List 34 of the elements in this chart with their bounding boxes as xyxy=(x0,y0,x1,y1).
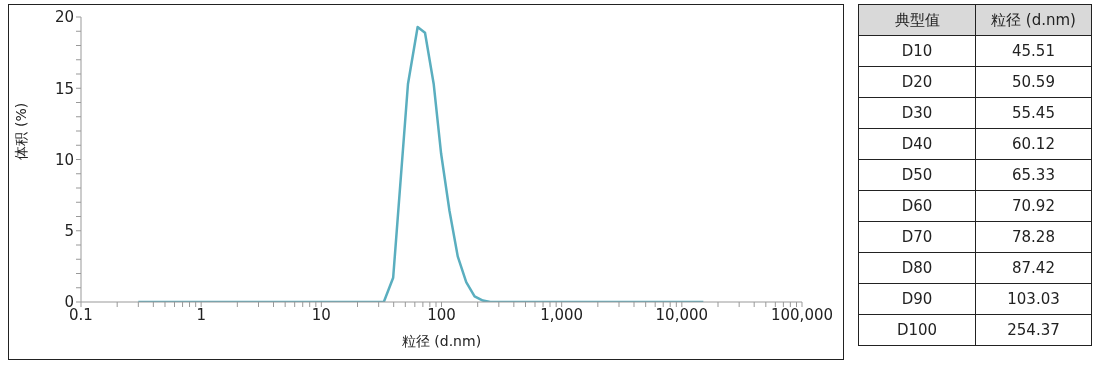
x-axis-title: 粒径 (d.nm) xyxy=(401,333,482,349)
category-label: D80 xyxy=(858,252,976,284)
category-label: D70 xyxy=(858,221,976,253)
text: 典型值 xyxy=(858,4,976,36)
y-tick-label: 20 xyxy=(54,8,74,27)
y-tick-label: 5 xyxy=(64,222,74,241)
category-label: D60 xyxy=(858,190,976,222)
data-label: 60.12 xyxy=(975,128,1092,160)
data-label: 55.45 xyxy=(975,97,1092,129)
data-label: 65.33 xyxy=(975,159,1092,191)
x-tick-label: 10,000 xyxy=(655,305,709,324)
text: 粒径 (d.nm) xyxy=(975,4,1092,36)
y-tick-label: 15 xyxy=(54,79,74,98)
x-tick-label: 100,000 xyxy=(770,305,834,324)
category-label: D20 xyxy=(858,66,976,98)
x-tick-label: 1 xyxy=(196,305,206,324)
category-label: D90 xyxy=(858,283,976,315)
data-label: 78.28 xyxy=(975,221,1092,253)
data-label: 254.37 xyxy=(975,314,1092,346)
y-axis-title: 体积 (%) xyxy=(12,102,29,160)
x-tick-label: 1,000 xyxy=(540,305,584,324)
category-label: D10 xyxy=(858,35,976,67)
y-tick-label: 10 xyxy=(54,150,74,169)
data-label: 45.51 xyxy=(975,35,1092,67)
data-label: 103.03 xyxy=(975,283,1092,315)
category-label: D40 xyxy=(858,128,976,160)
x-tick-label: 100 xyxy=(427,305,456,324)
x-tick-label: 10 xyxy=(311,305,331,324)
data-label: 87.42 xyxy=(975,252,1092,284)
data-label: 70.92 xyxy=(975,190,1092,222)
category-label: D100 xyxy=(858,314,976,346)
data-label: 50.59 xyxy=(975,66,1092,98)
category-label: D30 xyxy=(858,97,976,129)
category-label: D50 xyxy=(858,159,976,191)
